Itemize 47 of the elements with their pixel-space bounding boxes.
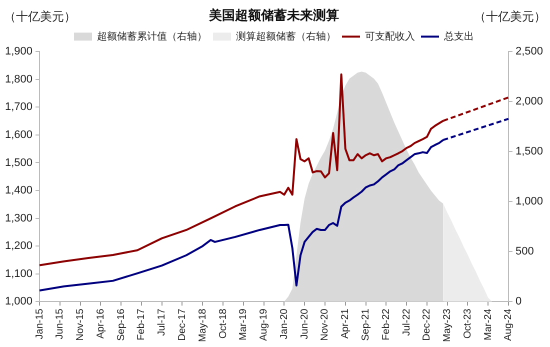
- y2-tick-label: 2,500: [515, 46, 544, 58]
- x-tick-label: Sep-16: [116, 308, 127, 341]
- y2-tick-label: 1,000: [515, 196, 544, 208]
- y2-tick-label: 500: [515, 246, 534, 258]
- x-tick-label: Jul-17: [156, 308, 168, 336]
- y-tick-label: 1,800: [4, 73, 33, 86]
- x-tick-label: Nov-20: [320, 308, 331, 341]
- y-tick-label: 1,100: [4, 268, 33, 280]
- x-tick-label: May-18: [197, 308, 208, 342]
- x-tick-label: Dec-22: [422, 308, 433, 341]
- y2-tick-label: 1,500: [515, 146, 544, 158]
- y-tick-label: 1,600: [4, 128, 33, 141]
- x-tick-label: May-23: [442, 308, 454, 342]
- legend-label: 可支配收入: [365, 30, 415, 42]
- y-tick-label: 1,900: [4, 46, 33, 58]
- x-tick-label: Feb-17: [136, 308, 148, 340]
- legend-label: 超额储蓄累计值（右轴）: [97, 30, 207, 42]
- y-tick-label: 1,700: [4, 101, 33, 114]
- y-tick-label: 1,400: [4, 184, 33, 197]
- x-tick-label: Aug-24: [503, 308, 514, 341]
- x-tick-label: Aug-19: [258, 308, 270, 341]
- x-tick-label: Jun-20: [299, 308, 310, 340]
- x-tick-label: Jun-15: [54, 308, 66, 340]
- y2-tick-label: 0: [515, 296, 522, 308]
- y2-axis-title: （十亿美元）: [474, 9, 546, 24]
- x-tick-label: Jan-20: [278, 308, 290, 340]
- y-axis-title: （十亿美元）: [4, 9, 76, 24]
- x-tick-label: Jul-22: [401, 308, 412, 336]
- x-tick-label: Nov-15: [75, 308, 86, 341]
- x-tick-label: Dec-17: [177, 308, 188, 341]
- y-tick-label: 1,200: [4, 240, 33, 252]
- x-tick-label: Oct-18: [218, 308, 229, 339]
- x-tick-label: Apr-16: [95, 308, 106, 339]
- legend-label: 总支出: [443, 30, 474, 42]
- x-tick-label: Apr-21: [340, 308, 352, 339]
- y-tick-label: 1,000: [4, 296, 33, 308]
- y2-tick-label: 2,000: [515, 96, 544, 108]
- x-tick-label: Mar-24: [482, 308, 494, 340]
- y-tick-label: 1,300: [4, 212, 33, 224]
- y-tick-label: 1,500: [4, 156, 33, 169]
- chart-title: 美国超额储蓄未来测算: [208, 7, 339, 22]
- x-tick-label: Mar-19: [238, 308, 250, 340]
- x-tick-label: Oct-23: [462, 308, 474, 339]
- x-tick-label: Feb-22: [380, 308, 392, 340]
- x-tick-label: Jan-15: [34, 308, 46, 340]
- legend-label: 测算超额储蓄（右轴）: [236, 30, 336, 42]
- x-tick-label: Sep-21: [360, 308, 372, 341]
